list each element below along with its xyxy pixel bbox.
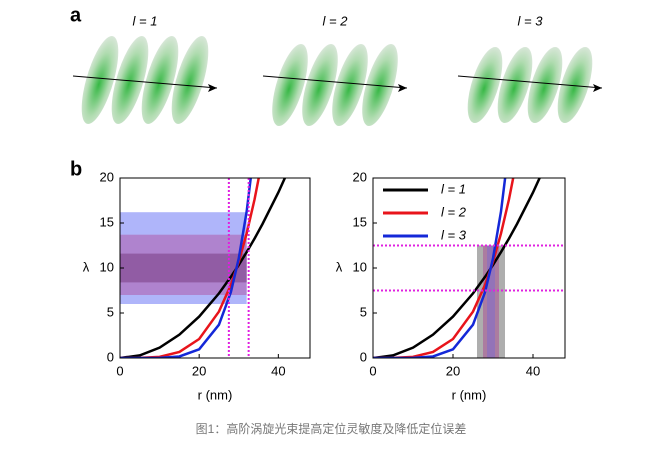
beam-label: l = 3	[518, 13, 544, 28]
y-tick-label: 5	[107, 304, 114, 319]
beam-lobe	[171, 36, 209, 124]
beam-lobe	[497, 47, 533, 123]
y-axis-label: λ	[83, 259, 90, 274]
curve	[373, 178, 541, 358]
x-axis-label: r (nm)	[198, 387, 233, 402]
beam-lobe	[527, 47, 563, 123]
x-axis-label: r (nm)	[452, 387, 487, 402]
caption: 图1：高阶涡旋光束提高定位灵敏度及降低定位误差	[196, 421, 467, 436]
beam-lobe	[302, 44, 338, 126]
band	[487, 245, 495, 358]
y-tick-label: 10	[100, 259, 114, 274]
beam-arrow	[208, 84, 217, 92]
y-tick-label: 20	[100, 169, 114, 184]
beam-axis	[262, 75, 408, 89]
beam-axis	[72, 75, 218, 89]
beam-lobe	[332, 44, 368, 126]
y-tick-label: 0	[360, 349, 367, 364]
y-tick-label: 5	[360, 304, 367, 319]
beam-label: l = 2	[323, 13, 349, 28]
legend-label: l = 3	[441, 227, 467, 242]
beam-lobe	[557, 47, 593, 123]
panel-label: b	[70, 158, 82, 180]
beam-lobe	[81, 36, 119, 124]
y-tick-label: 0	[107, 349, 114, 364]
legend-label: l = 1	[441, 181, 466, 196]
beam-lobe	[467, 47, 503, 123]
panel-label: a	[70, 4, 82, 26]
x-tick-label: 20	[192, 363, 206, 378]
beam-arrow	[398, 84, 407, 92]
beam-arrow	[593, 84, 602, 92]
x-tick-label: 40	[271, 363, 285, 378]
curve	[120, 178, 287, 358]
x-tick-label: 20	[446, 363, 460, 378]
x-tick-label: 0	[369, 363, 376, 378]
plot-area	[373, 178, 541, 358]
beam-lobe	[362, 44, 398, 126]
beam-label: l = 1	[133, 13, 158, 28]
y-tick-label: 20	[353, 169, 367, 184]
legend-label: l = 2	[441, 204, 467, 219]
beam-lobe	[141, 36, 179, 124]
beam-lobe	[111, 36, 149, 124]
y-axis-label: λ	[336, 259, 343, 274]
band	[120, 253, 247, 283]
y-tick-label: 15	[353, 214, 367, 229]
y-tick-label: 15	[100, 214, 114, 229]
beam-lobe	[272, 44, 308, 126]
x-tick-label: 40	[526, 363, 540, 378]
beam-axis	[457, 75, 603, 89]
x-tick-label: 0	[116, 363, 123, 378]
y-tick-label: 10	[353, 259, 367, 274]
